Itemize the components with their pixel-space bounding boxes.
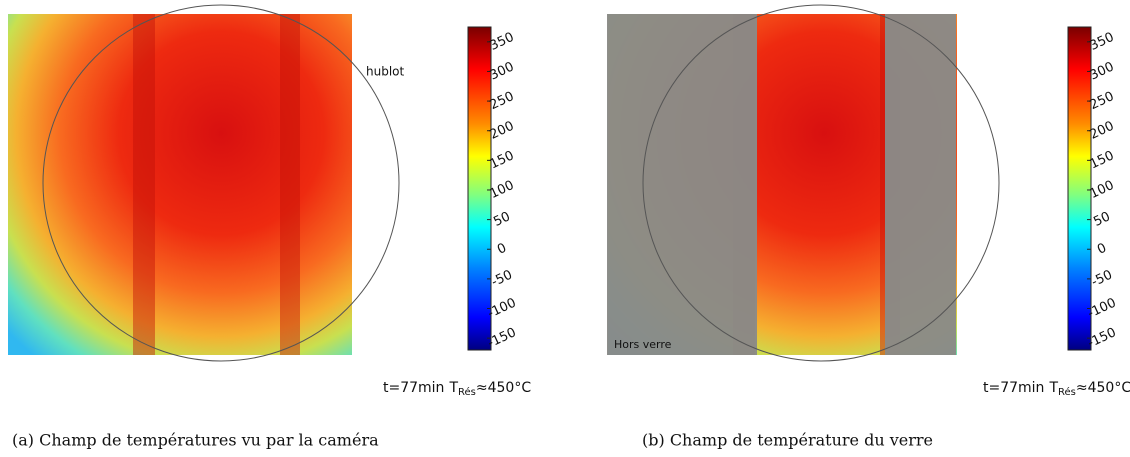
caption: (a) Champ de températures vu par la camé… [12,431,379,450]
mask-left [607,14,757,355]
porthole [642,4,1000,362]
colorbar-tick-label: 350 [1088,30,1117,54]
time-text: t=77min [383,380,444,396]
annotation: hublot [366,65,405,79]
colorbar-tick-label: 50 [491,209,512,230]
colorbar-tick-label: 250 [1088,89,1117,113]
colorbar-tick-label: 200 [488,119,517,143]
colorbar [467,26,492,351]
temp-subscript: Rés [458,386,476,398]
porthole [42,4,400,362]
colorbar-tick-label: 200 [1088,119,1117,143]
caption: (b) Champ de température du verre [642,431,933,450]
colorbar-tick-label: 100 [1088,178,1117,202]
colorbar-tick-label: 150 [488,148,517,172]
time-label: t=77min TRés≈450°C [983,380,1130,398]
heatmap-image [8,14,352,355]
time-text: t=77min [983,380,1044,396]
temp-symbol: T [448,380,458,396]
temp-value: ≈450°C [1076,380,1130,396]
colorbar-tick-label: 0 [1095,241,1109,258]
temp-value: ≈450°C [476,380,531,396]
temp-symbol: T [1048,380,1058,396]
colorbar-tick-label: 50 [1091,209,1112,230]
colorbar-tick-label: -50 [489,268,515,291]
mask-right [885,14,956,355]
colorbar-tick-label: 300 [1088,59,1117,83]
colorbar-tick-label: 150 [1088,148,1117,172]
annotation: Hors verre [614,338,672,351]
heatmap-stripe [280,14,300,355]
colorbar-tick-label: 300 [488,59,517,83]
colorbar [1067,26,1092,351]
colorbar-tick-label: -50 [1089,268,1115,291]
colorbar-tick-label: 350 [488,30,517,54]
temp-subscript: Rés [1058,386,1076,398]
colorbar-tick-label: 0 [495,241,509,258]
time-label: t=77min TRés≈450°C [383,380,531,398]
heatmap-stripe [133,14,155,355]
colorbar-tick-label: 100 [488,178,517,202]
colorbar-tick-label: 250 [488,89,517,113]
